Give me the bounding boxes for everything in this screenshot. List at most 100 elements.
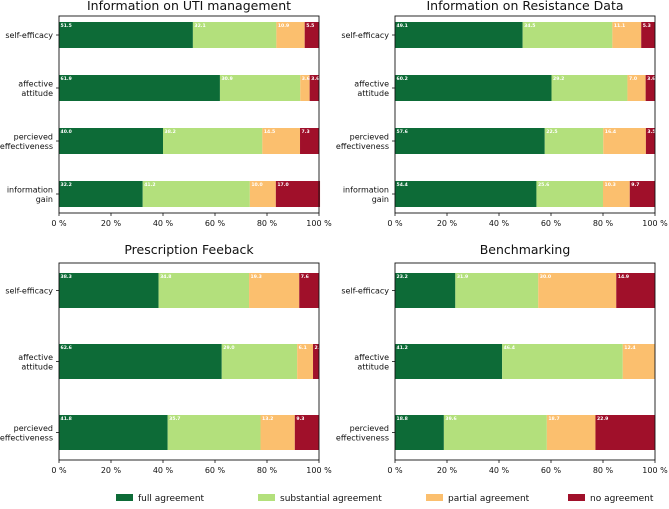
x-tick-label: 20 %: [101, 466, 122, 475]
legend-swatch-no-agreement: [568, 494, 585, 501]
category-label: affective attitude: [354, 353, 389, 372]
category-label: affective attitude: [18, 79, 53, 98]
data-label: 5.5: [306, 23, 314, 29]
data-label: 10.9: [278, 23, 289, 29]
bar-segment-partial-agreement: [276, 22, 305, 48]
bar-segment-substantial-agreement: [158, 273, 250, 308]
data-label: 14.5: [264, 129, 275, 135]
x-tick-label: 100 %: [306, 219, 332, 228]
bar-segment-partial-agreement: [538, 273, 617, 308]
x-tick-label: 40 %: [153, 219, 174, 228]
bar-segment-substantial-agreement: [522, 22, 613, 48]
data-label: 41.8: [61, 416, 72, 422]
legend-label-full-agreement: full agreement: [138, 494, 205, 504]
x-tick-label: 100 %: [306, 466, 332, 475]
data-label: 9.7: [631, 182, 639, 188]
data-label: 35.7: [169, 416, 180, 422]
bar-segment-no-agreement: [313, 344, 319, 379]
bar-segment-full-agreement: [395, 128, 545, 154]
bar-segment-full-agreement: [395, 75, 552, 101]
panel-benchmarking: Benchmarking 23.2 31.9 30.0 14.9 self-efficac…: [336, 242, 668, 475]
data-label: 3.6: [302, 76, 310, 82]
data-label: 5.3: [643, 23, 651, 29]
plot-frame: [394, 15, 656, 214]
bar-segment-full-agreement: [59, 344, 222, 379]
bar-segment-substantial-agreement: [443, 415, 547, 450]
bar-segment-substantial-agreement: [192, 22, 277, 48]
legend: full agreement substantial agreement parti…: [116, 494, 654, 504]
bar-segment-partial-agreement: [603, 128, 646, 154]
data-label: 14.9: [618, 274, 629, 280]
x-tick-label: 40 %: [489, 466, 510, 475]
x-tick-label: 0 %: [387, 466, 403, 475]
bar-segment-substantial-agreement: [544, 128, 604, 154]
bar-segment-full-agreement: [59, 22, 193, 48]
bar-segment-partial-agreement: [297, 344, 314, 379]
bar-segment-full-agreement: [395, 273, 456, 308]
bar-segment-partial-agreement: [546, 415, 596, 450]
bar-segment-partial-agreement: [603, 181, 630, 207]
x-tick-label: 20 %: [101, 219, 122, 228]
bar-segment-no-agreement: [299, 273, 319, 308]
data-label: 41.2: [397, 345, 408, 351]
bar-segment-full-agreement: [395, 22, 523, 48]
data-label: 3.5: [647, 129, 655, 135]
data-label: 23.2: [397, 274, 408, 280]
data-label: 7.0: [629, 76, 637, 82]
bar-segment-substantial-agreement: [221, 344, 298, 379]
data-label: 29.0: [223, 345, 234, 351]
bar-segment-full-agreement: [395, 344, 503, 379]
x-tick-label: 60 %: [205, 219, 226, 228]
x-tick-label: 60 %: [205, 466, 226, 475]
data-label: 46.4: [504, 345, 515, 351]
data-label: 3.6: [311, 76, 319, 82]
bar-segment-no-agreement: [309, 75, 319, 101]
data-label: 34.5: [524, 23, 535, 29]
legend-swatch-substantial-agreement: [258, 494, 275, 501]
bar-segment-full-agreement: [395, 415, 444, 450]
data-label: 30.0: [540, 274, 551, 280]
data-label: 22.5: [546, 129, 557, 135]
data-label: 18.7: [548, 416, 559, 422]
plot-frame: [58, 15, 320, 214]
data-label: 38.3: [61, 274, 72, 280]
x-tick-label: 0 %: [51, 466, 67, 475]
x-tick-label: 60 %: [541, 219, 562, 228]
bar-segment-partial-agreement: [262, 128, 301, 154]
data-label: 7.3: [302, 129, 310, 135]
data-label: 31.9: [457, 274, 468, 280]
x-tick-label: 80 %: [257, 466, 278, 475]
category-label: information gain: [7, 185, 53, 204]
x-tick-label: 40 %: [153, 466, 174, 475]
legend-swatch-full-agreement: [116, 494, 133, 501]
data-label: 29.2: [553, 76, 564, 82]
x-tick-label: 20 %: [437, 466, 458, 475]
bar-segment-no-agreement: [595, 415, 655, 450]
bar-segment-partial-agreement: [249, 181, 276, 207]
data-label: 32.1: [194, 23, 205, 29]
bar-segment-partial-agreement: [627, 75, 646, 101]
data-label: 9.3: [296, 416, 304, 422]
bar-segment-full-agreement: [59, 181, 143, 207]
bar-segment-substantial-agreement: [502, 344, 623, 379]
panel-prescription-feeback: Prescription Feeback 38.3 34.8 19.3 7.6 self-…: [0, 242, 332, 475]
data-label: 39.6: [445, 416, 456, 422]
panel-title: Benchmarking: [480, 242, 571, 257]
panel-title: Prescription Feeback: [124, 242, 254, 257]
bar-segment-partial-agreement: [260, 415, 295, 450]
panel-title: Information on UTI management: [87, 0, 291, 13]
bar-segment-no-agreement: [641, 22, 655, 48]
bar-segment-no-agreement: [300, 128, 319, 154]
bar-segment-substantial-agreement: [536, 181, 603, 207]
legend-swatch-partial-agreement: [426, 494, 443, 501]
category-label: self-efficacy: [5, 287, 53, 296]
x-tick-label: 80 %: [593, 219, 614, 228]
legend-label-no-agreement: no agreement: [590, 494, 654, 504]
x-tick-label: 0 %: [51, 219, 67, 228]
data-label: 16.4: [605, 129, 616, 135]
data-label: 30.9: [221, 76, 232, 82]
bar-segment-no-agreement: [645, 128, 655, 154]
data-label: 38.2: [165, 129, 176, 135]
x-tick-label: 100 %: [642, 466, 668, 475]
